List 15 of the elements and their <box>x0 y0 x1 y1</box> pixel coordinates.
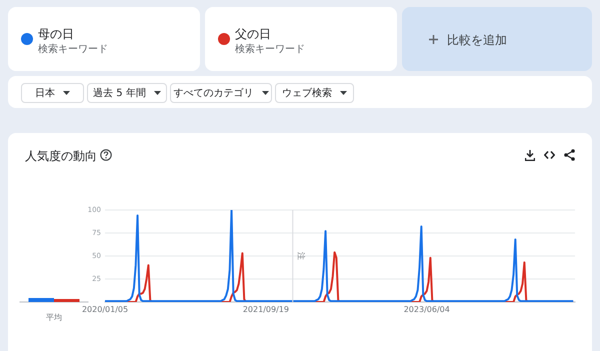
text: 日本 <box>35 86 55 100</box>
chart-title: 人気度の動向 <box>25 148 97 165</box>
x-tick-label: 2021/09/19 <box>242 304 289 314</box>
x-tick-label: 平均 <box>46 312 62 322</box>
text: 比較を追加 <box>447 32 507 49</box>
text: ウェブ検索 <box>282 86 332 100</box>
text: 過去 5 年間 <box>93 86 146 100</box>
ref-line-label: 注 <box>296 252 306 260</box>
legend-label: 母の日 <box>38 26 74 43</box>
text: 検索キーワード <box>235 42 305 56</box>
legend-label: 父の日 <box>235 26 271 43</box>
text: 検索キーワード <box>38 42 108 56</box>
text: すべてのカテゴリ <box>174 87 254 100</box>
x-tick-label: 2023/06/04 <box>404 304 450 314</box>
x-tick-label: 2020/01/05 <box>82 304 128 314</box>
